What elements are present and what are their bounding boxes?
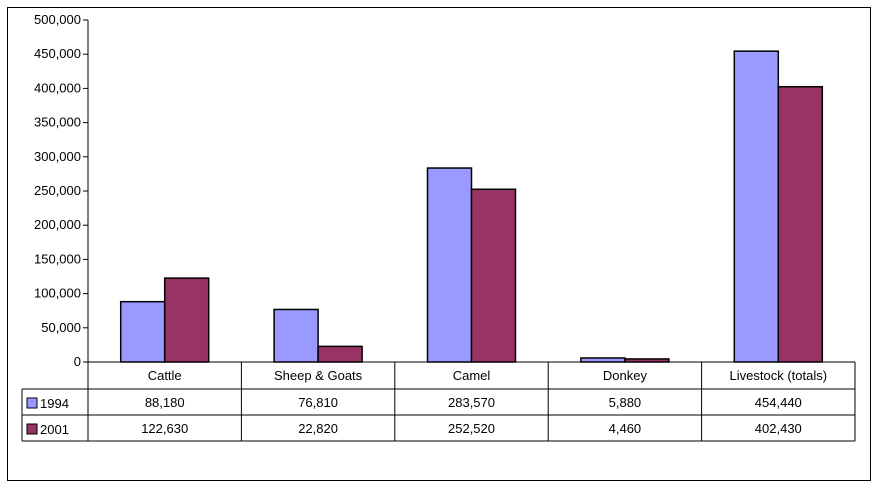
bar-2001-4 (777, 85, 824, 363)
data-label: 252,520 (448, 421, 495, 436)
data-label: 22,820 (298, 421, 338, 436)
y-tick-label: 50,000 (41, 320, 81, 335)
bar-1994-3 (580, 357, 626, 363)
bar-2001-0 (163, 277, 210, 363)
y-tick-label: 350,000 (34, 115, 81, 130)
y-tick-label: 250,000 (34, 183, 81, 198)
legend-label: 2001 (40, 422, 69, 437)
bar-1994-1 (273, 308, 319, 363)
data-label: 76,810 (298, 395, 338, 410)
chart-frame (7, 7, 871, 481)
category-label: Cattle (148, 368, 182, 383)
y-tick-label: 500,000 (34, 12, 81, 27)
bar-2001-1 (317, 345, 363, 363)
y-tick-label: 100,000 (34, 286, 81, 301)
data-label: 122,630 (141, 421, 188, 436)
category-label: Donkey (603, 368, 648, 383)
legend-label: 1994 (40, 396, 69, 411)
y-tick-label: 300,000 (34, 149, 81, 164)
data-label: 402,430 (755, 421, 802, 436)
category-label: Camel (453, 368, 491, 383)
category-label: Sheep & Goats (274, 368, 363, 383)
data-label: 88,180 (145, 395, 185, 410)
data-label: 454,440 (755, 395, 802, 410)
bar-2001-2 (470, 188, 517, 363)
bar-1994-2 (426, 167, 473, 363)
data-label: 5,880 (609, 395, 642, 410)
legend-key-1994 (26, 397, 38, 409)
category-label: Livestock (totals) (730, 368, 828, 383)
data-label: 4,460 (609, 421, 642, 436)
bar-1994-4 (733, 50, 780, 363)
y-tick-label: 200,000 (34, 217, 81, 232)
y-tick-label: 450,000 (34, 46, 81, 61)
legend-key-2001 (26, 423, 38, 435)
bar-1994-0 (119, 300, 166, 363)
y-tick-label: 400,000 (34, 80, 81, 95)
y-tick-label: 0 (74, 354, 81, 369)
y-tick-label: 150,000 (34, 251, 81, 266)
data-label: 283,570 (448, 395, 495, 410)
